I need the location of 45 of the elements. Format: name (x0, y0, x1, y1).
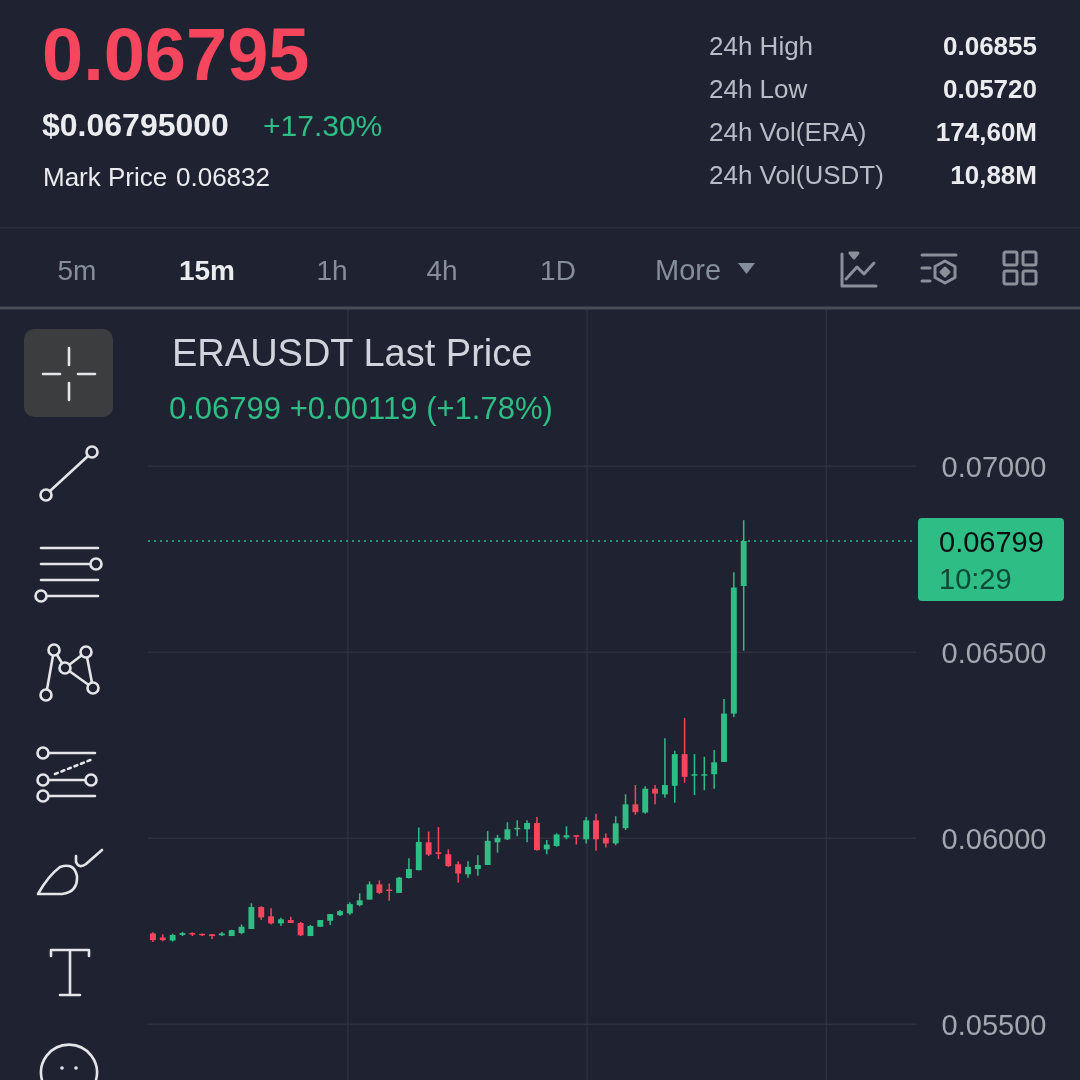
text: +17.30% (263, 109, 383, 142)
y-tick-label: 0.07000 (941, 450, 1047, 483)
text: More (655, 254, 722, 286)
text: 1h (316, 255, 348, 286)
text: 1D (540, 255, 576, 286)
text: 5m (57, 255, 97, 286)
text: 174,60M (935, 117, 1037, 147)
candlestick (681, 717, 688, 784)
text: 10,88M (950, 160, 1037, 190)
candlestick (612, 815, 619, 847)
text: Mark Price (43, 162, 168, 192)
text: 4h (426, 255, 458, 286)
candlestick (632, 784, 639, 816)
text: 24h High (709, 31, 814, 61)
text: 24h Low (709, 74, 808, 104)
candlestick (661, 737, 668, 799)
candlestick (583, 816, 590, 845)
text: 0.06799 +0.00119 (+1.78%) (169, 391, 553, 426)
text: 10:29 (939, 563, 1012, 595)
text: 0.06795 (42, 13, 310, 96)
candlestick (711, 749, 718, 790)
text: 0.06832 (176, 162, 270, 192)
candlestick (425, 830, 432, 857)
candlestick (248, 902, 255, 930)
ref-line-label: 0.06799 (939, 526, 1044, 558)
candlestick (701, 756, 708, 791)
candlestick (642, 785, 649, 815)
text: 0.06855 (943, 31, 1037, 61)
text: ERAUSDT Last Price (172, 332, 533, 374)
text: 24h Vol(ERA) (709, 117, 867, 147)
text: 24h Vol(USDT) (709, 160, 884, 190)
candlestick (602, 832, 609, 849)
candlestick (524, 819, 531, 844)
candlestick (455, 860, 462, 884)
text: 0.05720 (943, 74, 1037, 104)
y-tick-label: 0.06500 (941, 636, 1047, 669)
candlestick (691, 753, 698, 796)
candlestick (593, 812, 599, 852)
text: $0.06795000 (42, 107, 229, 143)
candlestick (474, 854, 481, 877)
candlestick (652, 784, 659, 806)
y-tick-label: 0.06000 (941, 822, 1047, 855)
candlestick (435, 826, 442, 860)
text: 15m (178, 255, 236, 286)
y-tick-label: 0.05500 (941, 1008, 1047, 1041)
